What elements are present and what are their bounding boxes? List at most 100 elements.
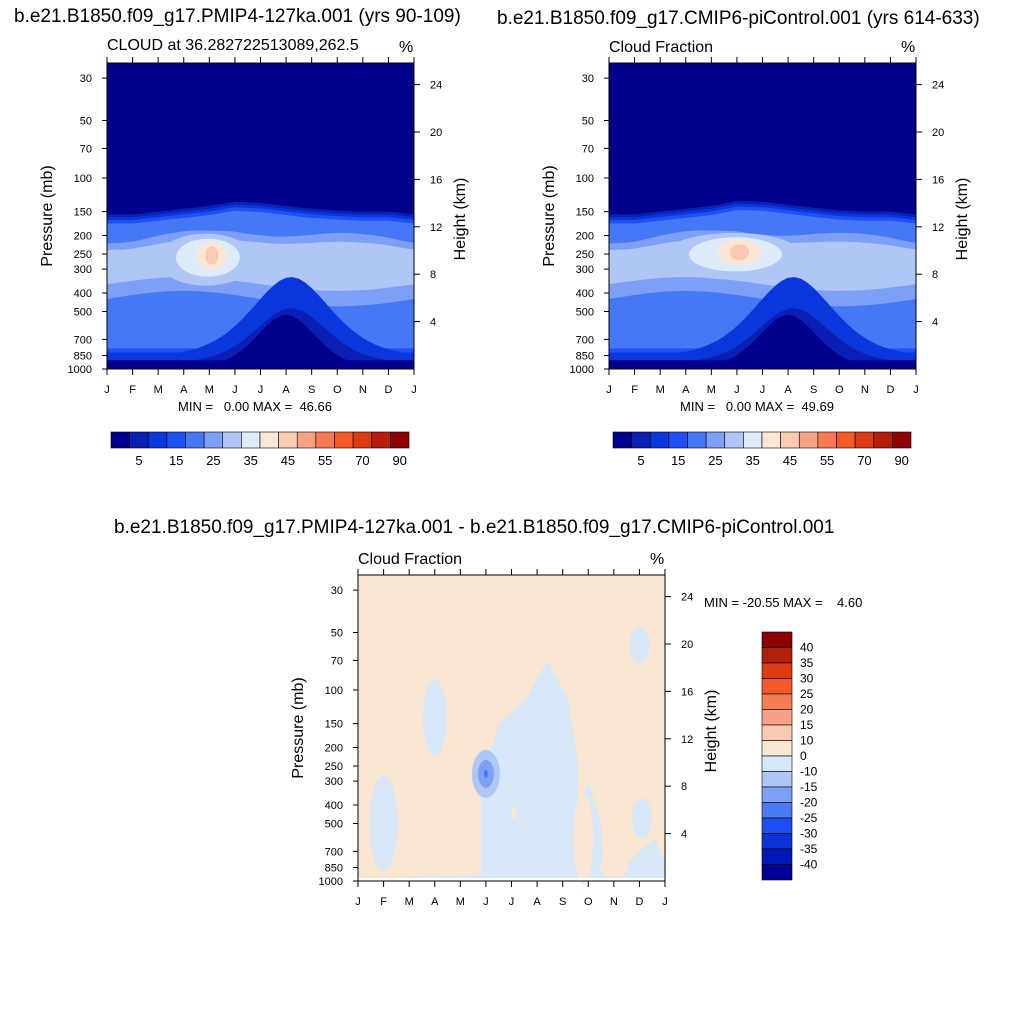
peak-contour [729, 244, 750, 261]
colorbar-label: -30 [800, 827, 818, 841]
top-right-min-max: MIN = 0.00 MAX = 49.69 [680, 399, 834, 414]
x-tick-label: S [308, 384, 315, 396]
x-tick-label: J [258, 384, 264, 396]
pressure-tick-label: 1000 [570, 364, 594, 376]
diff-positive-region [599, 857, 628, 878]
diff-negative-region [480, 660, 665, 881]
top-left-chart-title: b.e21.B1850.f09_g17.PMIP4-127ka.001 (yrs… [14, 6, 461, 27]
pressure-tick-label: 300 [325, 776, 343, 788]
top-left-min-max: MIN = 0.00 MAX = 46.66 [178, 399, 332, 414]
x-tick-label: M [456, 896, 465, 908]
colorbar-swatch [854, 431, 875, 449]
diff-negative-region [369, 775, 398, 872]
surface-band [609, 360, 916, 369]
x-tick-label: A [431, 896, 439, 908]
pressure-tick-label: 500 [576, 307, 594, 319]
x-tick-label: O [835, 384, 844, 396]
min-value: 0.00 [223, 399, 250, 414]
pressure-tick-label: 300 [74, 264, 92, 276]
diff-min-contour [483, 769, 488, 778]
pressure-tick-label: 1000 [319, 876, 343, 888]
colorbar-label: -10 [800, 765, 818, 779]
min-label: MIN = [680, 399, 716, 414]
colorbar-swatch [259, 431, 279, 449]
top-right-units: % [901, 39, 916, 56]
colorbar-swatch [780, 431, 800, 449]
x-tick-label: M [205, 384, 214, 396]
pressure-tick-label: 400 [325, 800, 343, 812]
colorbar-swatch [761, 693, 793, 710]
height-tick-label: 16 [932, 174, 944, 186]
diff-positive-region [573, 793, 594, 884]
max-label: MAX = [754, 399, 795, 414]
colorbar-swatch [203, 431, 224, 449]
colorbar-label: 20 [800, 703, 814, 717]
colorbar-swatch [761, 678, 793, 695]
pressure-axis-title: Pressure (mb) [39, 165, 56, 266]
colorbar-swatch [222, 431, 242, 449]
x-tick-label: J [734, 384, 740, 396]
max-value: 49.69 [801, 399, 834, 414]
x-tick-label: A [784, 384, 792, 396]
colorbar-label: 25 [800, 687, 814, 701]
colorbar-swatch [798, 431, 819, 449]
x-tick-label: D [384, 384, 392, 396]
colorbar-swatch [761, 662, 793, 679]
colorbar-label: 5 [637, 453, 644, 468]
top-right-chart-title: b.e21.B1850.f09_g17.CMIP6-piControl.001 … [497, 8, 980, 29]
x-tick-label: M [405, 896, 414, 908]
pressure-tick-label: 70 [582, 143, 594, 155]
colorbar-swatch [761, 833, 793, 850]
height-tick-label: 24 [430, 80, 442, 92]
x-tick-label: J [411, 384, 417, 396]
height-axis-title: Height (km) [703, 690, 720, 773]
height-tick-label: 4 [430, 317, 436, 329]
colorbar-label: 55 [820, 453, 834, 468]
x-tick-label: J [232, 384, 238, 396]
colorbar-swatch [836, 431, 856, 449]
colorbar-swatch [334, 431, 354, 449]
surface-band [107, 360, 414, 369]
x-tick-label: J [760, 384, 766, 396]
pressure-tick-label: 700 [576, 334, 594, 346]
bottom-subtitle: Cloud Fraction [358, 551, 463, 568]
height-tick-label: 12 [681, 734, 693, 746]
colorbar-label: 90 [894, 453, 908, 468]
x-tick-label: A [682, 384, 690, 396]
pressure-tick-label: 250 [325, 761, 343, 773]
lower-band [609, 314, 916, 369]
diff-negative-region [629, 626, 650, 663]
colorbar-label: -20 [800, 796, 818, 810]
pressure-tick-label: 500 [74, 307, 92, 319]
pressure-tick-label: 850 [325, 863, 343, 875]
colorbar-swatch [817, 431, 837, 449]
pressure-tick-label: 200 [576, 230, 594, 242]
pressure-tick-label: 70 [331, 655, 343, 667]
peak-contour [205, 246, 219, 265]
top-left-units: % [399, 39, 414, 56]
colorbar-label: 55 [318, 453, 332, 468]
bottom-min-max: MIN = -20.55 MAX = 4.60 [704, 595, 862, 610]
x-tick-label: F [631, 384, 638, 396]
colorbar-swatch [761, 740, 793, 757]
pressure-tick-label: 400 [576, 288, 594, 300]
colorbar-swatch [687, 431, 707, 449]
pressure-tick-label: 850 [74, 351, 92, 363]
pressure-tick-label: 200 [74, 230, 92, 242]
axes-bottom-diff: J F M A M J J A S O N D J 30 50 70 100 150 200 250 300 400 500… [290, 569, 720, 908]
colorbar-swatch [761, 431, 781, 449]
colorbar-swatch [761, 786, 793, 803]
colorbar-label: 10 [800, 734, 814, 748]
height-tick-label: 16 [430, 174, 442, 186]
x-tick-label: J [606, 384, 612, 396]
min-value: -20.55 [742, 595, 780, 610]
height-axis-title: Height (km) [452, 178, 469, 261]
colorbar-swatch [668, 431, 688, 449]
height-tick-label: 12 [430, 222, 442, 234]
height-tick-label: 12 [932, 222, 944, 234]
pressure-tick-label: 850 [576, 351, 594, 363]
pressure-tick-label: 700 [325, 846, 343, 858]
x-tick-label: J [483, 896, 489, 908]
colorbar-swatch [705, 431, 726, 449]
